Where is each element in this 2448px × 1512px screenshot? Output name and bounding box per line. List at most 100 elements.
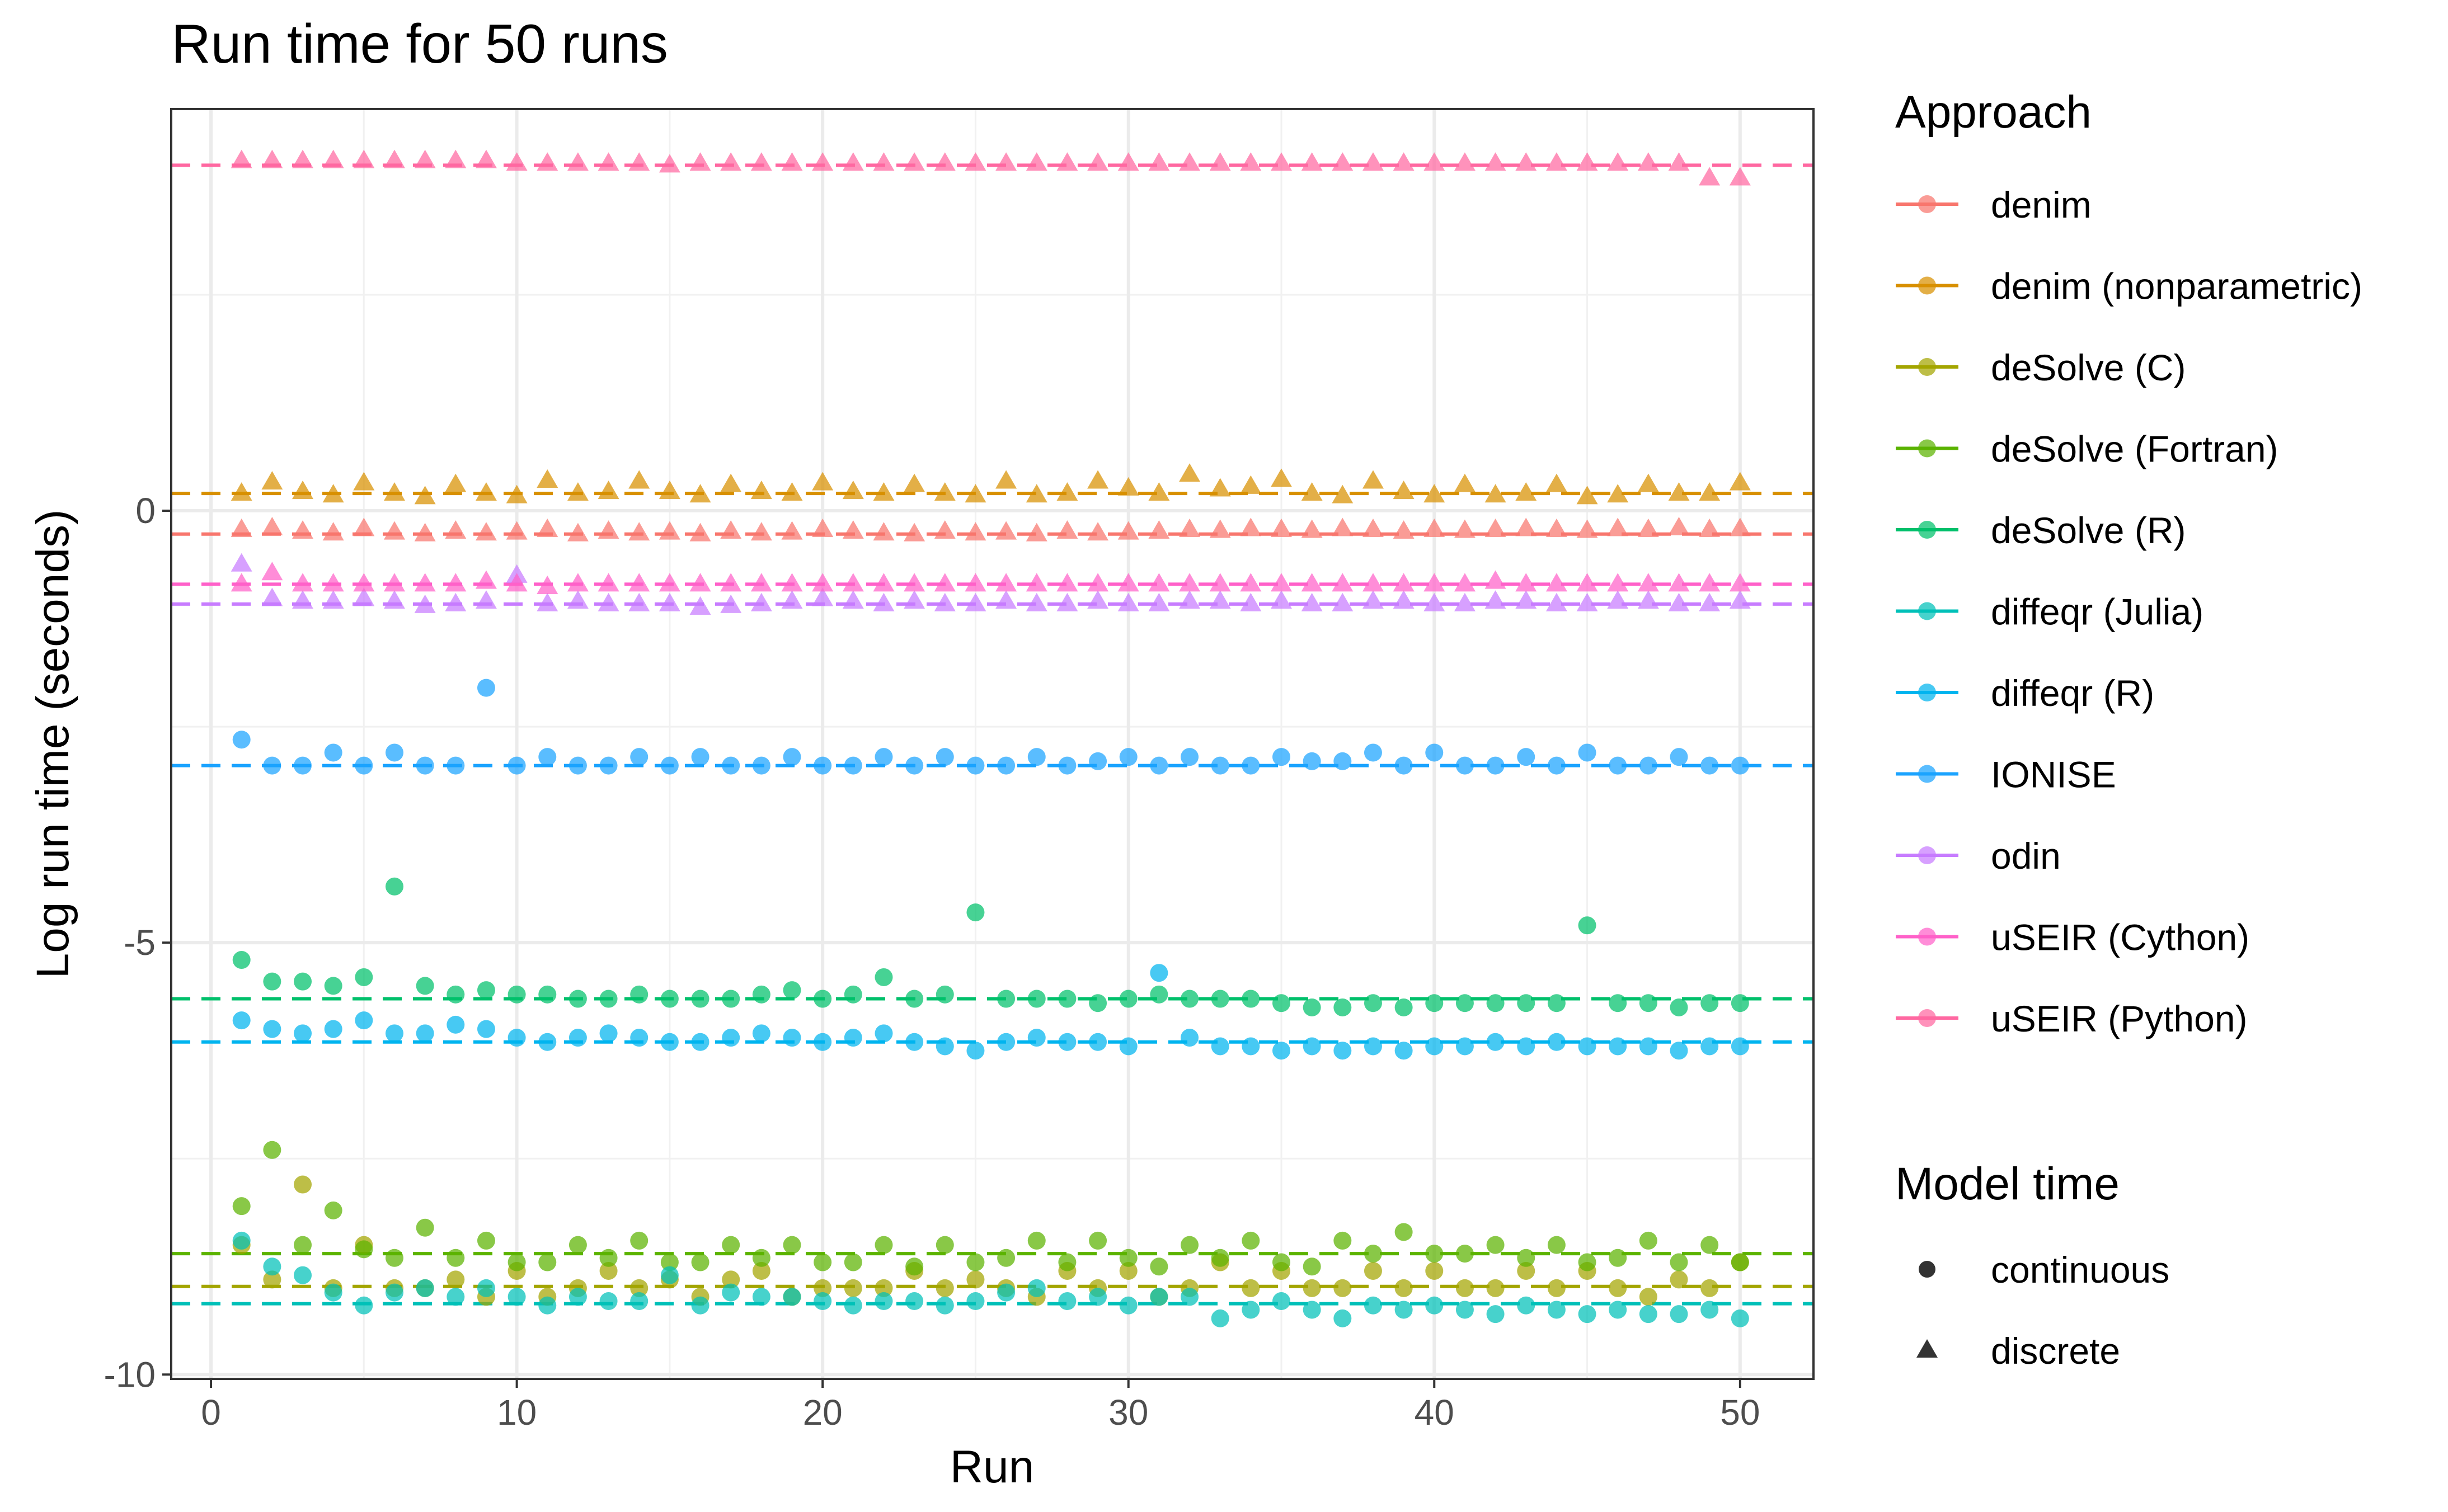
chart-title: Run time for 50 runs [171,13,668,74]
legend-entry: uSEIR (Python) [1896,998,2248,1039]
data-point [1455,1301,1474,1319]
data-point [1729,167,1751,186]
data-points [231,149,1751,1327]
data-point [1637,573,1659,592]
data-point [475,149,497,168]
data-point [1181,990,1199,1008]
data-point [322,573,344,592]
data-point [508,1029,526,1047]
data-point [750,592,772,611]
data-point [1700,994,1719,1012]
data-point [1394,1042,1413,1060]
data-point [1333,1231,1352,1250]
data-point [1058,756,1077,775]
data-point [722,1283,740,1302]
data-point [875,1292,893,1311]
x-axis: 0 10 20 30 40 50 [201,1379,1760,1433]
data-point [1150,1257,1168,1276]
data-point [1272,1253,1290,1271]
data-point [355,1240,373,1259]
data-point [475,570,497,589]
data-point [355,968,373,986]
data-point [1486,1279,1505,1297]
data-point [966,1042,985,1060]
legend-entry: diffeqr (R) [1896,672,2154,714]
data-point [752,756,770,775]
data-point [567,573,589,592]
data-point [1731,1309,1749,1327]
data-point [1181,1288,1199,1306]
data-point [628,592,650,611]
data-point [537,519,558,538]
data-point [1637,473,1659,492]
legend-key-point [1918,927,1936,946]
data-point [1607,484,1629,503]
data-point [1058,1033,1077,1051]
data-point [477,1020,495,1038]
data-point [1242,990,1260,1008]
data-point [506,152,528,171]
data-point [1056,520,1078,539]
data-point [1545,152,1567,171]
data-point [292,590,314,609]
data-point [1301,573,1323,592]
data-point [934,482,956,501]
data-point [1119,990,1138,1008]
data-point [781,590,803,609]
data-point [722,1029,740,1047]
data-point [873,522,895,541]
data-point [1517,1261,1535,1280]
data-point [875,1279,893,1297]
data-point [1027,1231,1046,1250]
data-point [1731,1037,1749,1056]
legend-approach-entries: denim denim (nonparametric) deSolve (C) deS… [1896,184,2362,1039]
data-point [263,1257,281,1276]
data-point [781,573,803,592]
data-point [445,520,467,539]
data-point [1117,592,1139,611]
data-point [1179,573,1201,592]
data-point [1209,573,1231,592]
data-point [1609,1037,1627,1056]
data-point [1332,573,1354,592]
data-point [1607,573,1629,592]
data-point [1423,484,1445,503]
data-point [1609,1301,1627,1319]
data-point [447,1270,465,1289]
legend-key-point [1918,602,1936,620]
data-point [1364,1245,1382,1263]
data-point [750,152,772,171]
data-point [689,152,711,171]
data-point [355,1011,373,1030]
data-point [1150,756,1168,775]
data-point [659,573,680,592]
data-point [477,981,495,1000]
data-point [1547,756,1566,775]
data-point [416,1218,434,1237]
data-point [1454,519,1476,538]
data-point [1301,152,1323,171]
data-point [383,573,405,592]
data-point [414,149,436,168]
data-point [1700,1279,1719,1297]
data-point [414,522,436,541]
data-point [628,470,650,489]
data-point [599,1292,618,1311]
data-point [752,1261,770,1280]
data-point [630,985,649,1004]
data-point [934,592,956,611]
data-point [1301,519,1323,538]
y-tick-label: -10 [104,1354,156,1395]
data-point [1454,152,1476,171]
data-point [1578,743,1596,762]
data-point [936,1296,954,1315]
data-point [1179,463,1201,482]
data-point [1545,592,1567,611]
data-point [814,1033,832,1051]
data-point [1364,994,1382,1012]
data-point [322,484,344,503]
data-point [1609,1249,1627,1267]
data-point [995,573,1017,592]
data-point [720,152,742,171]
data-point [1517,994,1535,1012]
